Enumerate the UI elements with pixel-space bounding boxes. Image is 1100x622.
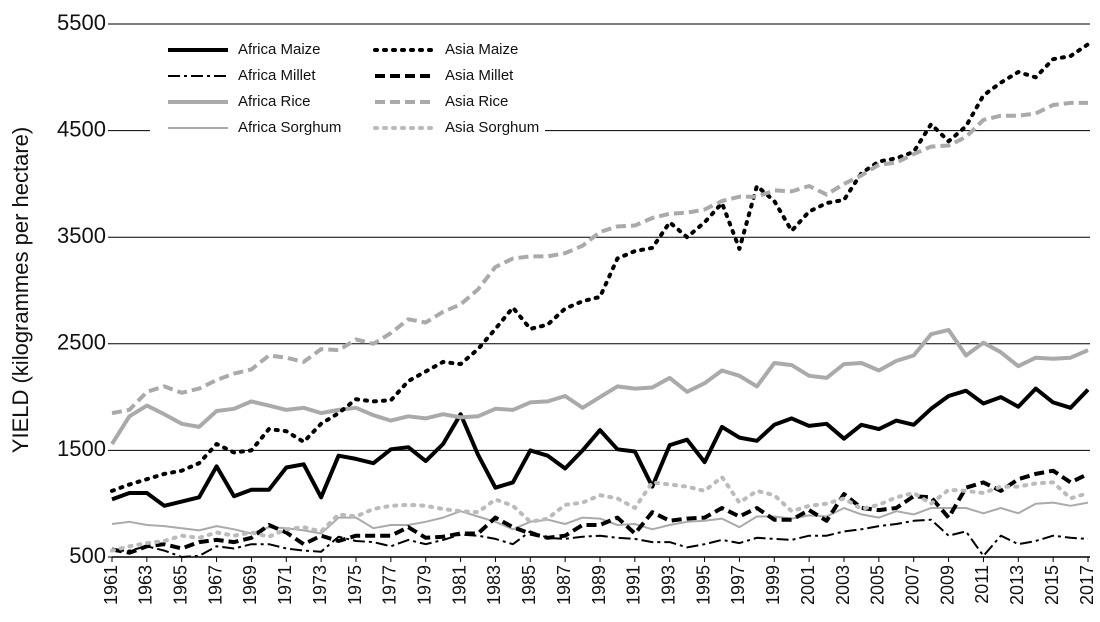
x-tick-label: 1981 — [449, 565, 469, 605]
legend-label: Africa Sorghum — [238, 119, 341, 136]
x-tick-label: 1965 — [170, 565, 190, 605]
x-tick-label: 1969 — [240, 565, 260, 605]
legend-label: Africa Millet — [238, 67, 316, 84]
legend-box — [150, 38, 545, 156]
x-tick-label: 1975 — [345, 565, 365, 605]
series-line — [111, 386, 1090, 508]
y-tick-label: 500 — [69, 543, 106, 568]
series-line — [112, 518, 1089, 558]
x-tick-label: 1999 — [763, 565, 783, 605]
x-tick-label: 1971 — [275, 565, 295, 605]
grid: 500 1500 2500 3500 4500 5500 1961 1963 1965 1967 1… — [57, 10, 1097, 605]
y-tick-label: 2500 — [57, 330, 106, 355]
legend-label: Asia Rice — [445, 93, 508, 110]
x-tick-label: 1995 — [693, 565, 713, 605]
x-tick-label: 1983 — [484, 565, 504, 605]
x-tick-label: 2005 — [868, 565, 888, 605]
x-tick-label: 1967 — [205, 565, 225, 605]
series-line — [111, 100, 1088, 416]
legend-label: Asia Millet — [445, 67, 514, 84]
legend-label: Africa Rice — [238, 93, 311, 110]
series-line — [110, 42, 1090, 493]
series-line — [110, 327, 1089, 446]
x-tick-label: 2015 — [1042, 565, 1062, 605]
x-tick-label: 2001 — [798, 565, 818, 605]
legend-label: Africa Maize — [238, 41, 321, 58]
x-tick-label: 1963 — [136, 565, 156, 605]
x-tick-label: 1961 — [101, 565, 121, 605]
x-tick-label: 2007 — [902, 565, 922, 605]
x-tick-label: 1991 — [624, 565, 644, 605]
y-tick-label: 1500 — [57, 436, 106, 461]
x-tick-label: 1985 — [519, 565, 539, 605]
x-tick-label: 1989 — [589, 565, 609, 605]
series-line — [110, 475, 1090, 553]
y-tick-label: 5500 — [57, 10, 106, 35]
x-tick-label: 1977 — [380, 565, 400, 605]
series-line — [111, 468, 1089, 555]
legend-label: Asia Maize — [445, 41, 518, 58]
y-tick-label: 3500 — [57, 223, 106, 248]
x-tick-label: 2013 — [1007, 565, 1027, 605]
x-tick-label: 2009 — [937, 565, 957, 605]
x-tick-label: 2011 — [972, 565, 992, 604]
x-tick-label: 1973 — [310, 565, 330, 605]
x-tick-label: 1997 — [728, 565, 748, 605]
x-tick-label: 1993 — [658, 565, 678, 605]
y-tick-label: 4500 — [57, 116, 106, 141]
plot-lines — [110, 42, 1090, 558]
x-tick-label: 1987 — [554, 565, 574, 605]
legend-label: Asia Sorghum — [445, 119, 539, 136]
x-tick-label: 2003 — [833, 565, 853, 605]
legend: Africa Maize Africa Millet Africa Rice Afri… — [150, 38, 545, 156]
x-tick-label: 2017 — [1077, 565, 1097, 605]
x-tick-label: 1979 — [414, 565, 434, 605]
y-axis-label: YIELD (kilogrammes per hectare) — [8, 127, 33, 453]
